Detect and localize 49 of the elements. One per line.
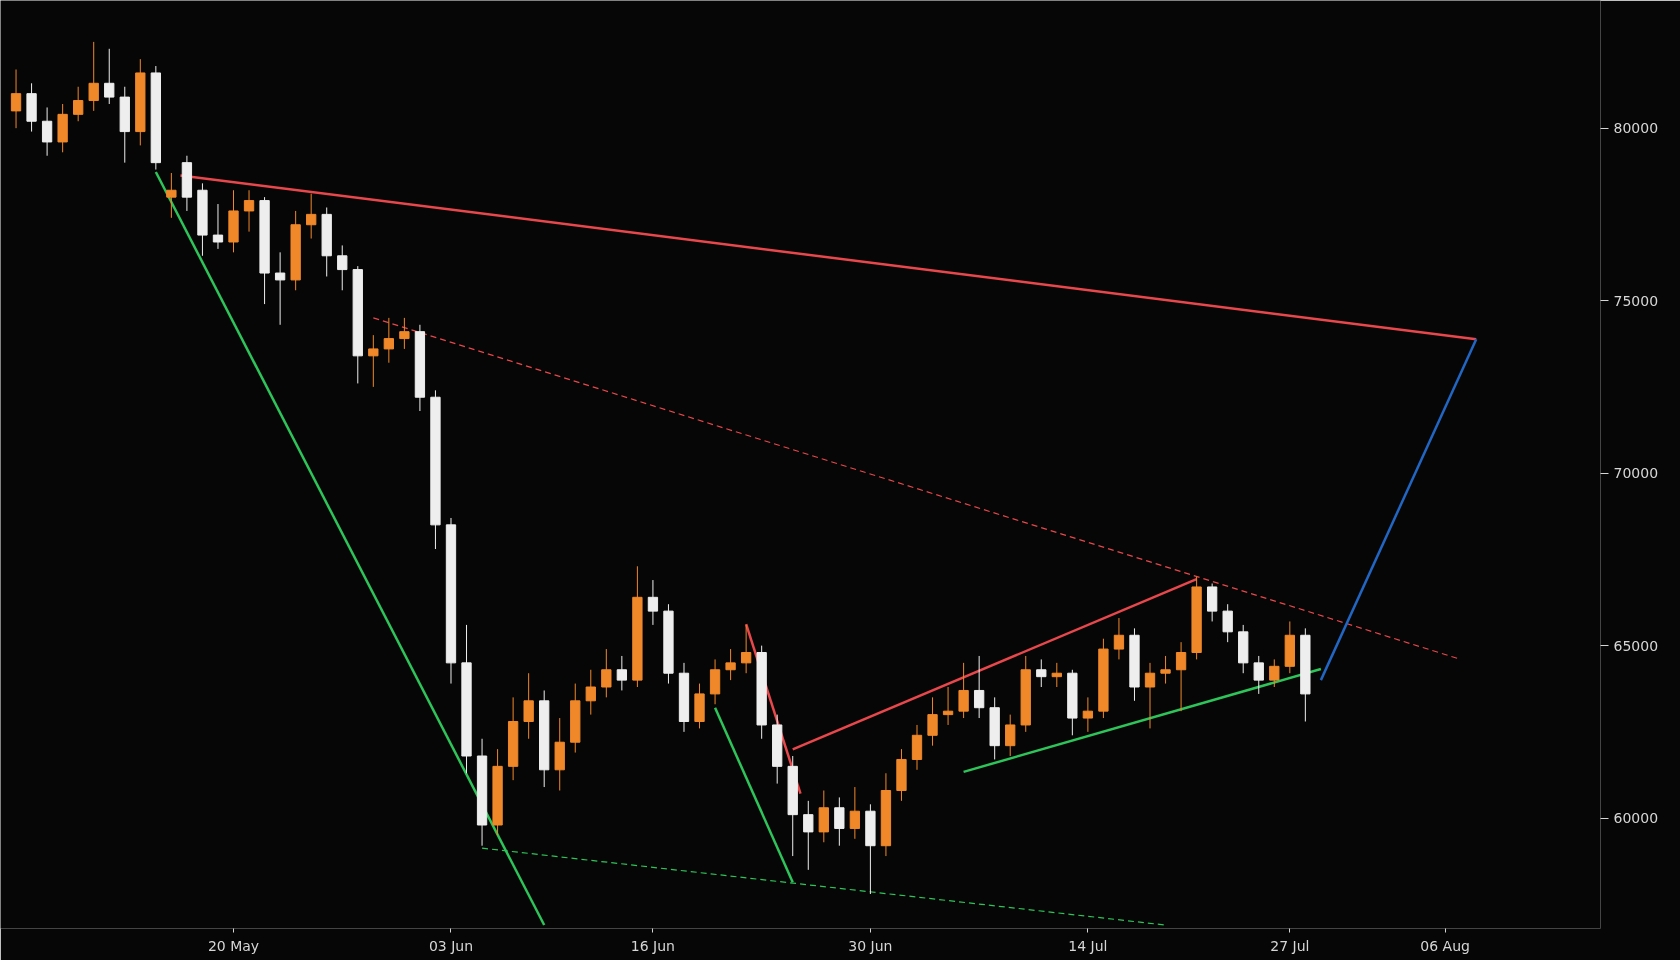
candlestick bbox=[523, 672, 534, 740]
candlestick bbox=[849, 786, 861, 840]
x-tick-label: 14 Jul bbox=[1068, 937, 1108, 954]
candlestick bbox=[1160, 655, 1171, 685]
candlestick bbox=[274, 251, 286, 326]
candlestick bbox=[803, 800, 814, 871]
candlestick bbox=[601, 648, 612, 698]
candlestick bbox=[1253, 655, 1264, 695]
candlestick bbox=[306, 193, 317, 240]
y-tick-label: 80000 bbox=[1613, 120, 1659, 137]
x-tick-label: 27 Jul bbox=[1270, 937, 1310, 954]
candlestick bbox=[104, 48, 115, 105]
candlestick bbox=[73, 86, 84, 122]
candlestick bbox=[973, 655, 985, 719]
candlestick bbox=[647, 579, 659, 626]
candlestick bbox=[243, 189, 255, 233]
candlestick bbox=[585, 669, 596, 716]
candlestick bbox=[337, 244, 348, 291]
x-tick-label: 16 Jun bbox=[630, 937, 675, 954]
y-tick-label: 60000 bbox=[1613, 810, 1659, 827]
candlestick bbox=[1175, 641, 1187, 712]
x-tick-label: 03 Jun bbox=[428, 937, 474, 954]
candlestick bbox=[1036, 658, 1047, 688]
candlestick bbox=[1144, 662, 1156, 729]
candlestick bbox=[368, 334, 379, 388]
candlestick bbox=[1222, 603, 1233, 643]
candlestick bbox=[1082, 696, 1094, 733]
candlestick bbox=[1113, 617, 1125, 660]
candlestick bbox=[212, 203, 224, 250]
candlestick bbox=[958, 662, 969, 719]
candlestick bbox=[41, 106, 53, 157]
candlestick bbox=[740, 624, 752, 674]
candlestick bbox=[927, 696, 938, 747]
candlestick bbox=[166, 172, 177, 219]
candlestick bbox=[725, 648, 736, 681]
candlestick bbox=[383, 317, 395, 364]
candlestick bbox=[10, 69, 22, 129]
x-tick-label: 20 May bbox=[207, 937, 260, 954]
candlestick bbox=[1269, 658, 1280, 688]
candlestick bbox=[616, 655, 628, 691]
candlestick bbox=[1005, 714, 1016, 757]
x-tick-label: 30 Jun bbox=[848, 937, 893, 954]
y-tick-label: 70000 bbox=[1613, 465, 1659, 482]
x-tick-label: 06 Aug bbox=[1420, 937, 1470, 954]
candlestick bbox=[399, 317, 410, 350]
y-tick-label: 65000 bbox=[1613, 637, 1659, 654]
candlestick bbox=[834, 796, 845, 847]
candlestick bbox=[88, 41, 99, 112]
y-tick-label: 75000 bbox=[1613, 292, 1659, 309]
